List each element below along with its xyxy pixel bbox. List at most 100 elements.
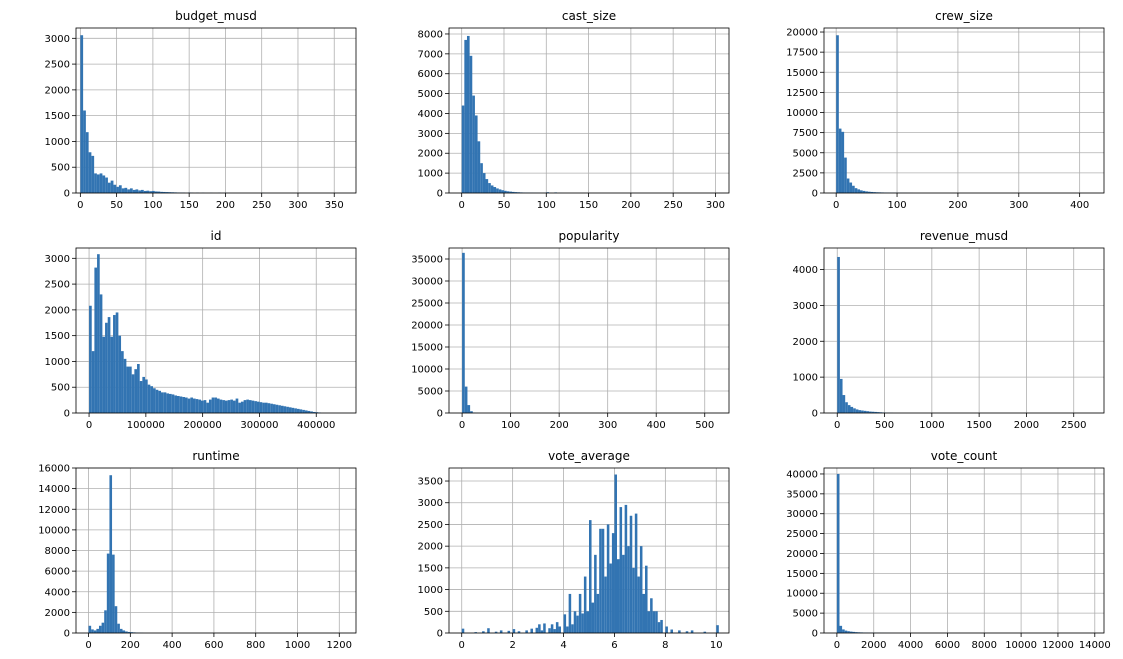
x-tick-label: 200 bbox=[550, 420, 569, 431]
histogram-bar bbox=[853, 408, 856, 413]
histogram-bar bbox=[573, 611, 577, 633]
histogram-bar bbox=[844, 157, 847, 193]
histogram-bar bbox=[837, 256, 840, 413]
histogram-bar bbox=[179, 396, 183, 413]
histogram-bar bbox=[121, 351, 124, 413]
y-tick-label: 500 bbox=[424, 607, 443, 618]
histogram-bar bbox=[275, 404, 279, 413]
histogram-bar bbox=[477, 141, 481, 193]
histogram-bar bbox=[854, 188, 858, 193]
histogram-bar bbox=[99, 294, 103, 413]
histogram-bar bbox=[599, 528, 602, 633]
y-tick-label: 0 bbox=[437, 629, 443, 640]
histogram-bar bbox=[589, 520, 592, 633]
histogram-bar bbox=[288, 407, 292, 413]
histogram-bar bbox=[152, 190, 155, 193]
histogram-bar bbox=[568, 593, 572, 633]
histogram-bar bbox=[146, 190, 150, 193]
y-tick-label: 2500 bbox=[45, 60, 70, 71]
histogram-bar bbox=[149, 191, 153, 193]
histogram-bar bbox=[622, 554, 625, 633]
histogram-bar bbox=[174, 395, 178, 413]
y-tick-label: 8000 bbox=[418, 29, 443, 40]
histogram-bar bbox=[195, 399, 199, 413]
y-tick-label: 20000 bbox=[786, 549, 818, 560]
y-tick-label: 2000 bbox=[793, 337, 818, 348]
histogram-bar bbox=[101, 622, 105, 633]
x-tick-label: 300000 bbox=[240, 420, 278, 431]
histogram-bar bbox=[200, 400, 204, 413]
histogram-bar bbox=[109, 475, 113, 633]
histogram-bar bbox=[617, 559, 620, 633]
histogram-bar bbox=[548, 628, 551, 633]
histogram-bar bbox=[578, 593, 582, 633]
y-tick-label: 12500 bbox=[786, 88, 818, 99]
histogram-bar bbox=[650, 598, 653, 633]
histogram-bar bbox=[198, 399, 201, 413]
y-tick-label: 0 bbox=[812, 189, 818, 200]
histogram-bar bbox=[118, 185, 122, 193]
x-tick-label: 300 bbox=[1009, 200, 1028, 211]
histogram-bar bbox=[504, 190, 507, 193]
histogram-bar bbox=[474, 632, 477, 633]
histogram-bar bbox=[171, 394, 175, 413]
histogram-bar bbox=[839, 378, 843, 413]
histogram-bar bbox=[184, 397, 188, 413]
histogram-bar bbox=[302, 409, 305, 413]
y-tick-label: 1000 bbox=[793, 373, 818, 384]
y-tick-label: 10000 bbox=[786, 589, 818, 600]
histogram-bar bbox=[138, 190, 141, 193]
y-tick-label: 25000 bbox=[786, 529, 818, 540]
histogram-bar bbox=[867, 191, 871, 193]
histogram-bar bbox=[121, 188, 125, 193]
histogram-bar bbox=[246, 399, 249, 413]
y-tick-label: 1000 bbox=[45, 137, 70, 148]
y-tick-label: 35000 bbox=[786, 489, 818, 500]
histogram-bar bbox=[80, 35, 84, 193]
y-tick-label: 500 bbox=[51, 383, 70, 394]
subplot-title: popularity bbox=[559, 229, 620, 243]
histogram-bar bbox=[846, 178, 850, 193]
histogram-bar bbox=[93, 630, 97, 633]
histogram-bar bbox=[703, 631, 707, 633]
histogram-bar bbox=[487, 628, 490, 633]
histogram-bar bbox=[629, 515, 633, 633]
histogram-bar bbox=[874, 411, 877, 413]
histogram-bar bbox=[256, 401, 260, 413]
histogram-bar bbox=[861, 410, 864, 413]
histogram-bar bbox=[464, 386, 468, 413]
y-tick-label: 20000 bbox=[786, 28, 818, 39]
x-tick-label: 1500 bbox=[966, 420, 991, 431]
histogram-bar bbox=[135, 189, 139, 193]
histogram-bar bbox=[501, 190, 505, 193]
histogram-bar bbox=[116, 186, 119, 193]
histogram-bar bbox=[586, 611, 589, 633]
y-tick-label: 0 bbox=[64, 409, 70, 420]
histogram-bar bbox=[125, 631, 128, 633]
histogram-bar bbox=[482, 631, 485, 633]
histogram-bar bbox=[123, 358, 127, 413]
y-tick-label: 3500 bbox=[418, 477, 443, 488]
histogram-bar bbox=[496, 188, 499, 193]
histogram-bar bbox=[869, 411, 872, 413]
histogram-bar bbox=[310, 411, 313, 413]
x-tick-label: 0 bbox=[834, 420, 840, 431]
y-tick-label: 1000 bbox=[418, 169, 443, 180]
y-tick-label: 6000 bbox=[45, 567, 70, 578]
histogram-bar bbox=[169, 393, 172, 413]
histogram-bar bbox=[652, 611, 656, 633]
y-tick-label: 5000 bbox=[418, 387, 443, 398]
histogram-bar bbox=[553, 629, 556, 633]
histogram-bar bbox=[85, 132, 89, 193]
histogram-bar bbox=[160, 191, 164, 193]
histogram-bar bbox=[842, 629, 845, 633]
histogram-bar bbox=[127, 631, 131, 633]
axes-frame bbox=[448, 247, 730, 414]
histogram-bar bbox=[132, 189, 136, 193]
histogram-bar bbox=[118, 335, 122, 413]
y-tick-label: 6000 bbox=[418, 69, 443, 80]
histogram-bar bbox=[627, 546, 630, 633]
histogram-bar bbox=[594, 554, 597, 633]
histogram-bar bbox=[461, 628, 465, 633]
x-tick-label: 100000 bbox=[127, 420, 165, 431]
